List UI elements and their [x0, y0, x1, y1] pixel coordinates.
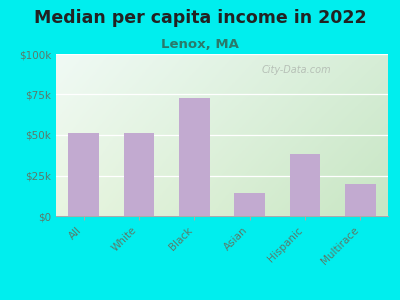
Text: Median per capita income in 2022: Median per capita income in 2022 [34, 9, 366, 27]
Bar [179, 98, 210, 216]
Text: City-Data.com: City-Data.com [262, 65, 332, 75]
Bar [290, 154, 320, 216]
Bar [234, 193, 265, 216]
Bar [345, 184, 376, 216]
Bar [124, 134, 154, 216]
Text: Lenox, MA: Lenox, MA [161, 38, 239, 50]
Bar [68, 134, 99, 216]
